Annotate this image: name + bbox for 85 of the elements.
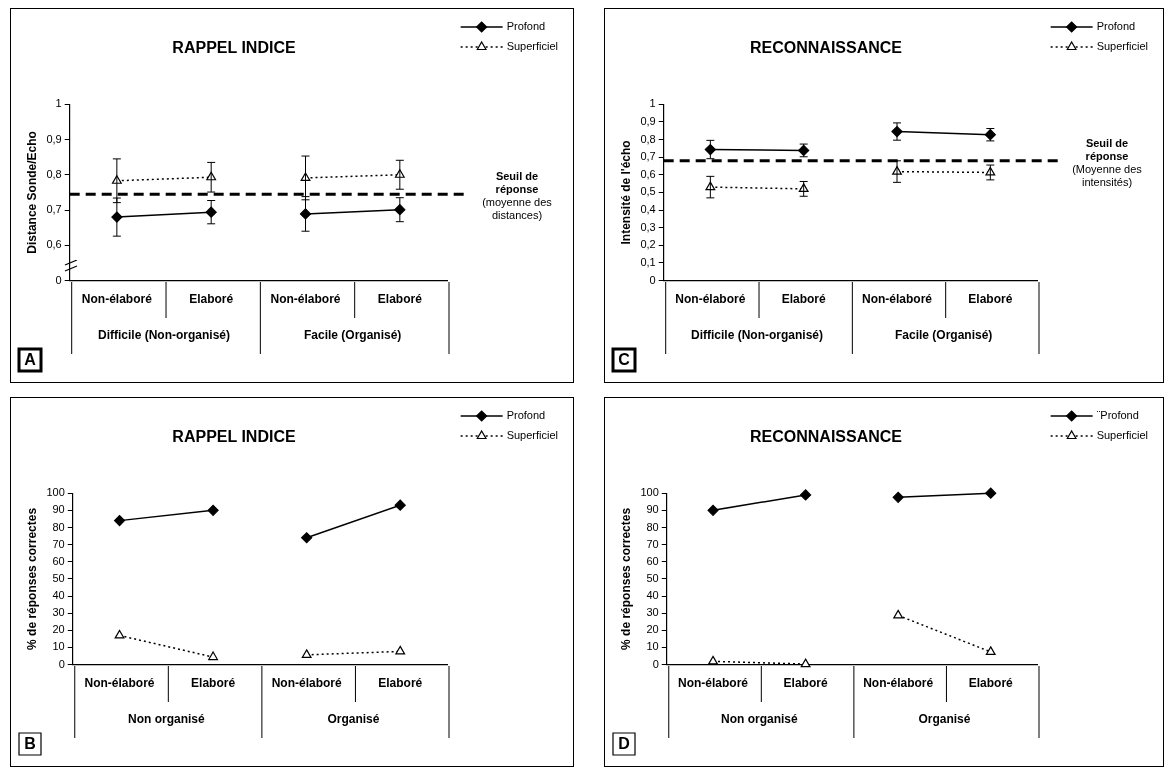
x-tick-label: Elaboré xyxy=(377,292,423,307)
x-tick-label: Elaboré xyxy=(191,676,236,691)
y-tick-label: 1 xyxy=(55,97,62,110)
legend-label: ¨Profond xyxy=(1096,409,1139,422)
ref-line-label: Seuil de réponse (Moyenne des intensités) xyxy=(1072,136,1143,188)
text: Organisé xyxy=(918,711,971,726)
x-tick-label: Elaboré xyxy=(378,676,423,691)
text: A xyxy=(24,351,37,369)
y-tick-label: 0 xyxy=(58,657,65,670)
text: Organisé xyxy=(327,711,380,726)
y-tick-label: 70 xyxy=(646,537,659,550)
y-tick-label: 100 xyxy=(46,486,65,499)
x-tick-label: Non-élaboré xyxy=(862,292,933,307)
chart-title: RAPPEL INDICE xyxy=(172,428,296,446)
x-tick-label: Non-élaboré xyxy=(678,676,749,691)
text: D xyxy=(618,735,630,753)
y-tick-label: 80 xyxy=(52,520,65,533)
y-tick-label: 0,8 xyxy=(640,132,656,145)
y-tick-label: 0,9 xyxy=(46,132,62,145)
legend-label: Profond xyxy=(1096,20,1136,33)
legend-label: Superficiel xyxy=(1096,429,1148,442)
y-tick-label: 60 xyxy=(52,554,65,567)
text: Non organisé xyxy=(720,711,798,726)
y-tick-label: 0,4 xyxy=(640,203,656,216)
y-tick-label: 0,6 xyxy=(640,167,656,180)
y-tick-label: 100 xyxy=(640,486,659,499)
chart-title: RECONNAISSANCE xyxy=(749,428,903,446)
y-tick-label: 90 xyxy=(52,503,65,516)
chart-title: RECONNAISSANCE xyxy=(749,39,903,57)
y-tick-label: 0,1 xyxy=(640,255,656,268)
y-tick-label: 0,5 xyxy=(640,185,656,198)
x-tick-label: Elaboré xyxy=(781,292,827,307)
y-tick-label: 90 xyxy=(646,503,659,516)
y-axis-title: Intensité de l'écho xyxy=(618,140,633,245)
y-tick-label: 30 xyxy=(52,606,65,619)
x-tick-label: Non-élaboré xyxy=(863,676,934,691)
x-tick-label: Non-élaboré xyxy=(270,292,341,307)
y-tick-label: 80 xyxy=(646,520,659,533)
y-tick-label: 30 xyxy=(646,606,659,619)
legend-label: Superficiel xyxy=(1096,40,1148,53)
y-tick-label: 0,3 xyxy=(640,220,656,233)
y-axis-title: % de réponses correctes xyxy=(24,507,39,650)
legend-label: Profond xyxy=(506,20,546,33)
y-tick-label: 50 xyxy=(646,571,659,584)
y-tick-label: 0,7 xyxy=(46,203,62,216)
text: Facile (Organisé) xyxy=(894,327,993,342)
x-tick-label: Elaboré xyxy=(189,292,234,307)
y-tick-label: 50 xyxy=(52,571,65,584)
x-tick-label: Non-élaboré xyxy=(271,676,342,691)
y-tick-label: 0,8 xyxy=(46,167,62,180)
y-tick-label: 0 xyxy=(649,273,656,286)
y-tick-label: 70 xyxy=(52,537,65,550)
text: C xyxy=(618,351,631,369)
y-tick-label: 20 xyxy=(646,623,659,636)
text: Difficile (Non-organisé) xyxy=(98,327,231,342)
x-tick-label: Non-élaboré xyxy=(84,676,155,691)
y-tick-label: 40 xyxy=(646,589,659,602)
legend-label: Profond xyxy=(506,409,546,422)
y-tick-label: 0,6 xyxy=(46,238,62,251)
y-tick-label: 0,9 xyxy=(640,114,656,127)
y-axis-title: Distance Sonde/Echo xyxy=(24,131,39,254)
y-tick-label: 0 xyxy=(652,657,659,670)
y-tick-label: 20 xyxy=(52,623,65,636)
y-tick-label: 0 xyxy=(55,273,62,286)
x-tick-label: Elaboré xyxy=(783,676,828,691)
x-tick-label: Non-élaboré xyxy=(675,292,746,307)
legend-label: Superficiel xyxy=(506,429,558,442)
text: B xyxy=(24,735,36,753)
text: Non organisé xyxy=(127,711,205,726)
text: Difficile (Non-organisé) xyxy=(691,327,824,342)
legend-label: Superficiel xyxy=(506,40,558,53)
x-tick-label: Elaboré xyxy=(968,292,1013,307)
text: Facile (Organisé) xyxy=(303,327,402,342)
chart-title: RAPPEL INDICE xyxy=(172,39,296,57)
y-tick-label: 60 xyxy=(646,554,659,567)
y-tick-label: 0,2 xyxy=(640,238,656,251)
y-tick-label: 0,7 xyxy=(640,150,656,163)
y-tick-label: 1 xyxy=(649,97,656,110)
ref-line-label: Seuil de réponse (moyenne des distances) xyxy=(482,170,553,222)
x-tick-label: Elaboré xyxy=(968,676,1014,691)
y-axis-title: % de réponses correctes xyxy=(618,507,633,650)
x-tick-label: Non-élaboré xyxy=(81,292,153,307)
y-tick-label: 10 xyxy=(646,640,659,653)
y-tick-label: 10 xyxy=(52,640,65,653)
y-tick-label: 40 xyxy=(52,589,65,602)
